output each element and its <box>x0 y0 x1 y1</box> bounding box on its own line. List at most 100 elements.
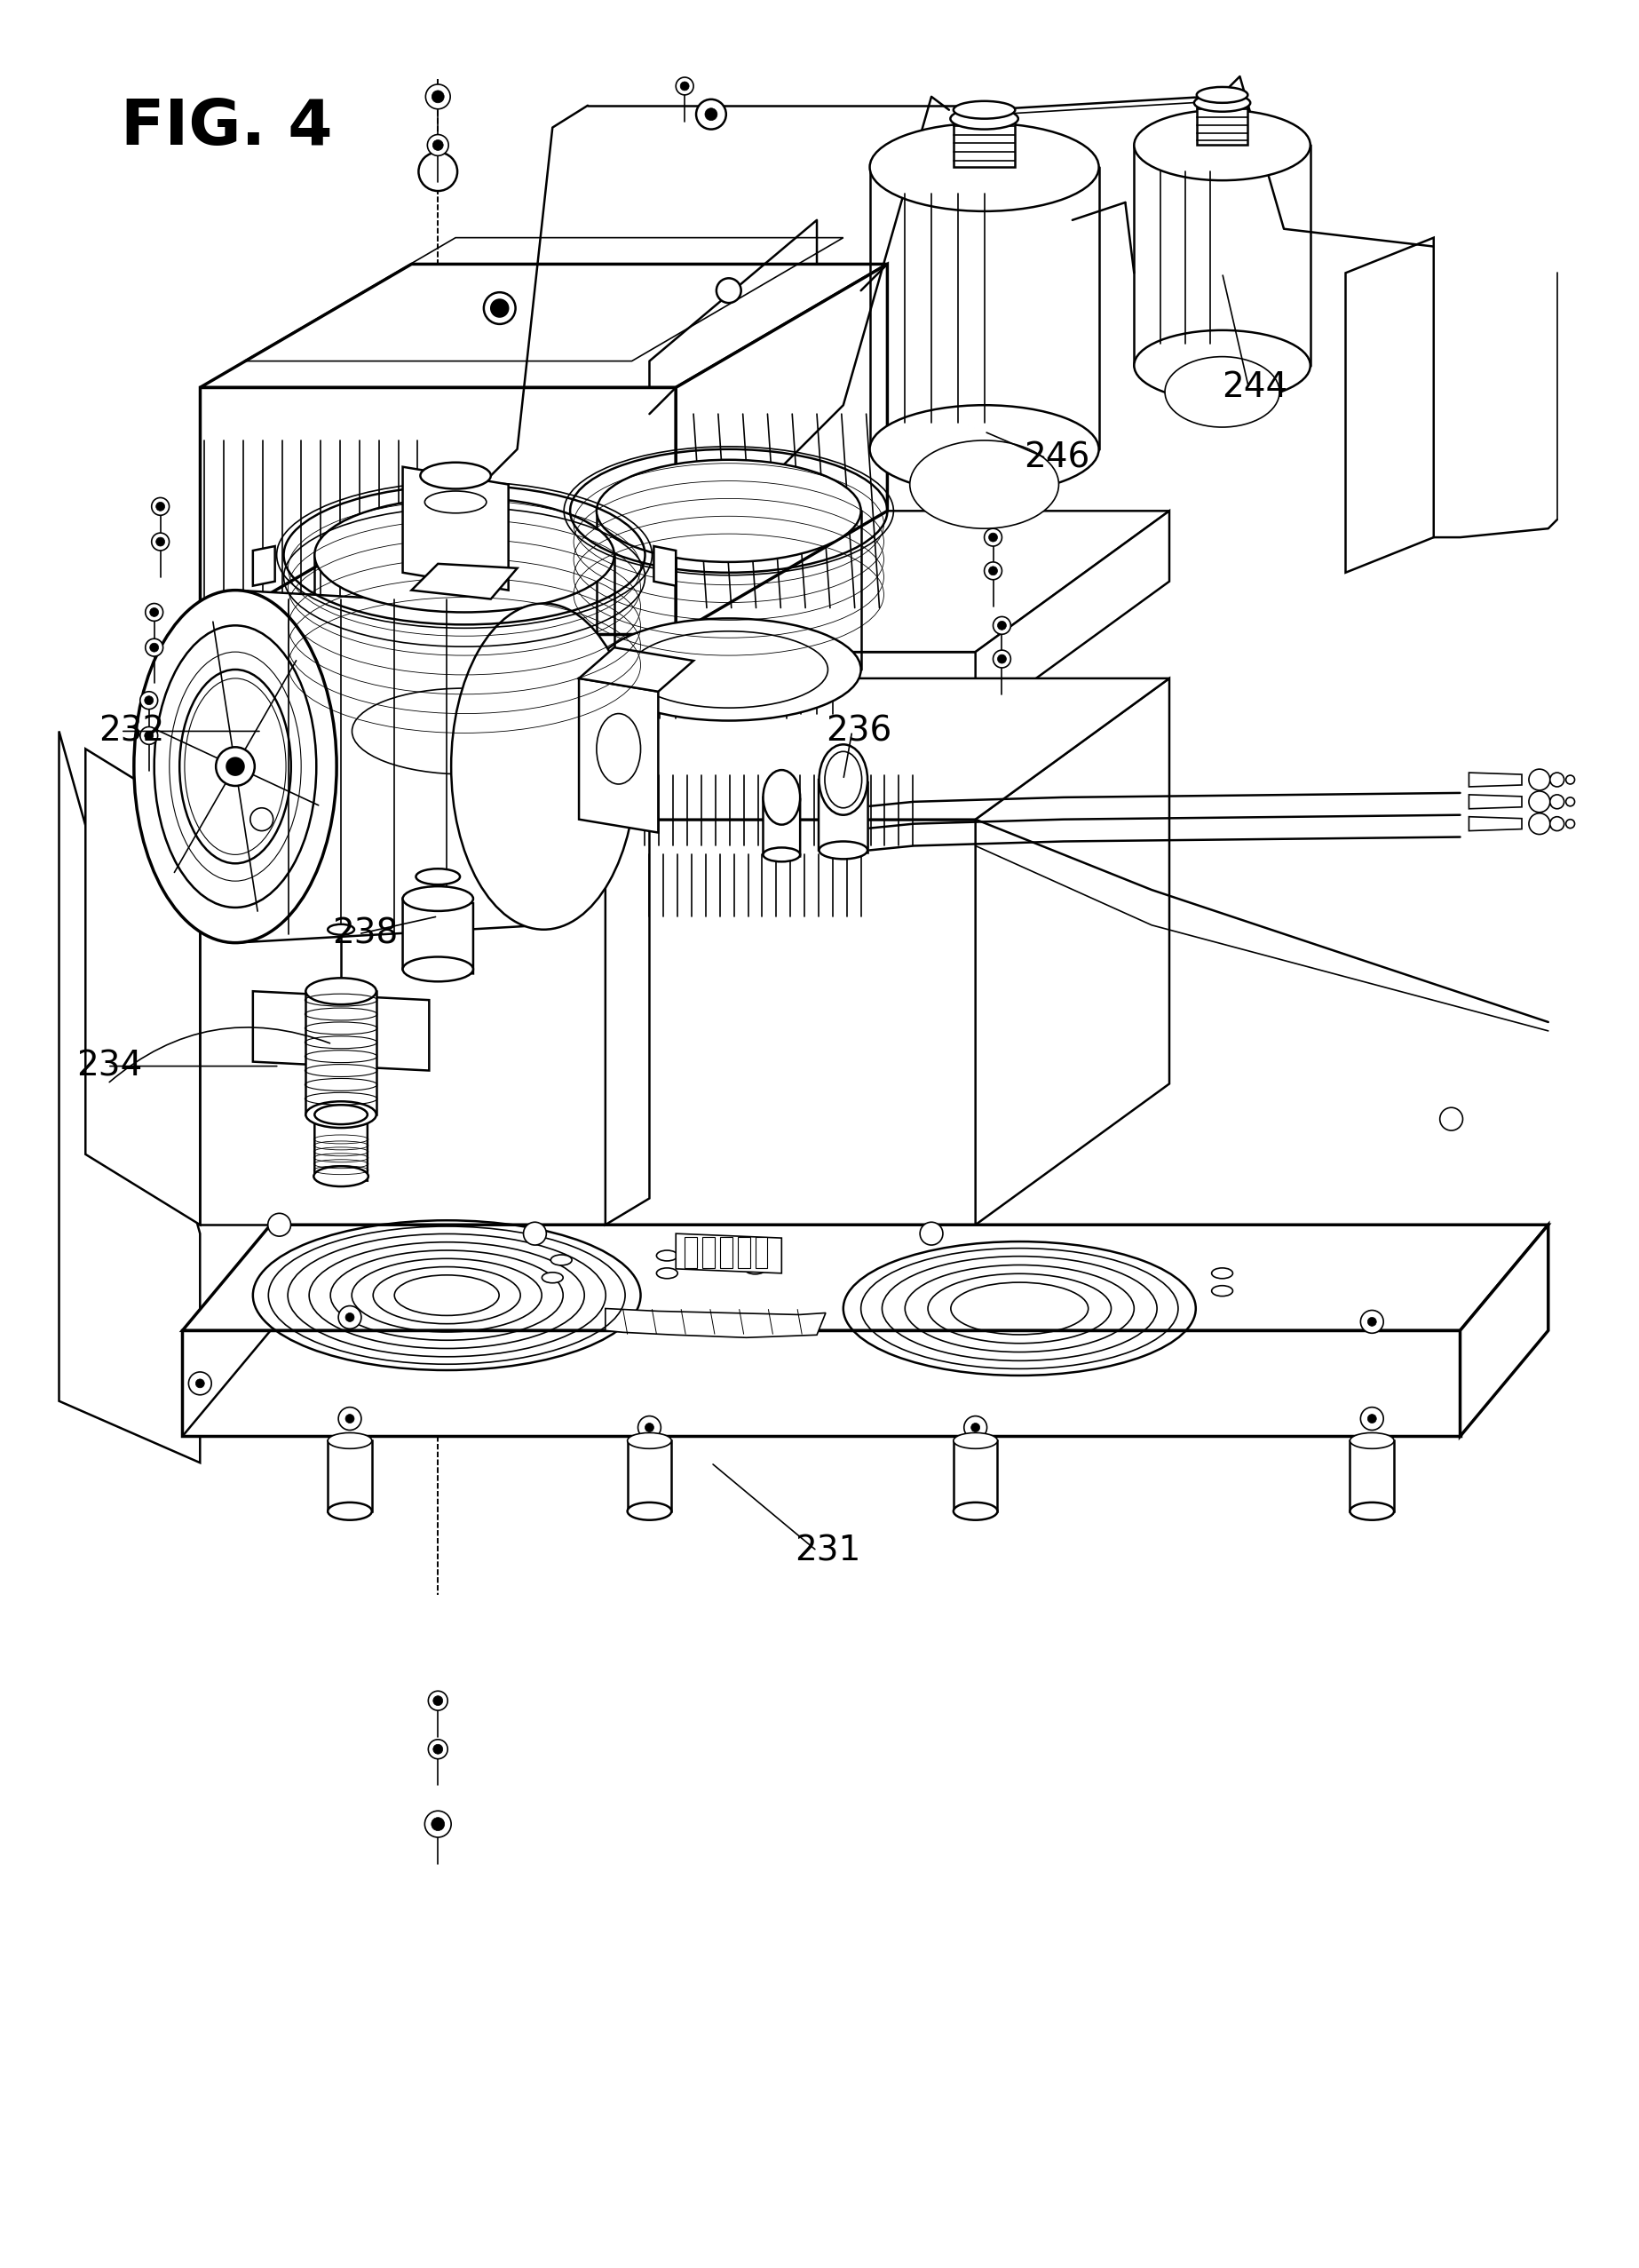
Circle shape <box>149 608 159 617</box>
Circle shape <box>151 533 169 551</box>
Ellipse shape <box>744 1263 765 1275</box>
Ellipse shape <box>313 1166 369 1186</box>
Circle shape <box>433 1696 443 1706</box>
Circle shape <box>1367 1318 1377 1327</box>
Ellipse shape <box>1211 1268 1233 1279</box>
Bar <box>701 1236 715 1268</box>
Circle shape <box>1439 1107 1462 1129</box>
Ellipse shape <box>425 492 487 513</box>
Ellipse shape <box>1351 1501 1395 1520</box>
Polygon shape <box>628 1440 672 1510</box>
Ellipse shape <box>306 1102 377 1127</box>
Polygon shape <box>200 678 1169 819</box>
Ellipse shape <box>551 1254 572 1266</box>
Ellipse shape <box>328 925 354 934</box>
Ellipse shape <box>1134 109 1310 181</box>
Circle shape <box>998 621 1006 631</box>
Polygon shape <box>200 388 675 635</box>
Text: 231: 231 <box>795 1533 860 1567</box>
Ellipse shape <box>134 590 336 943</box>
Circle shape <box>675 77 693 95</box>
Polygon shape <box>654 547 675 585</box>
Ellipse shape <box>628 1501 672 1520</box>
Ellipse shape <box>954 1433 998 1449</box>
Ellipse shape <box>744 1245 765 1256</box>
Polygon shape <box>182 1225 1549 1331</box>
Circle shape <box>188 1372 211 1395</box>
Circle shape <box>428 1740 447 1760</box>
Circle shape <box>993 617 1011 635</box>
Polygon shape <box>975 678 1169 1225</box>
Polygon shape <box>954 118 1015 168</box>
Ellipse shape <box>543 1272 564 1284</box>
Ellipse shape <box>954 1501 998 1520</box>
Circle shape <box>1529 814 1550 835</box>
Circle shape <box>985 562 1001 581</box>
Polygon shape <box>200 819 975 1225</box>
Bar <box>720 1236 733 1268</box>
Text: 232: 232 <box>98 714 164 748</box>
Bar <box>685 1236 697 1268</box>
Polygon shape <box>200 510 1169 651</box>
Ellipse shape <box>420 463 490 490</box>
Circle shape <box>1565 776 1575 785</box>
Circle shape <box>1367 1415 1377 1422</box>
Circle shape <box>433 1744 443 1753</box>
Polygon shape <box>200 651 975 723</box>
Circle shape <box>998 655 1006 662</box>
Polygon shape <box>252 991 429 1070</box>
Polygon shape <box>675 1234 782 1272</box>
Polygon shape <box>200 263 887 388</box>
Polygon shape <box>411 565 518 599</box>
Ellipse shape <box>764 848 800 862</box>
Ellipse shape <box>657 1250 677 1261</box>
Ellipse shape <box>403 957 474 982</box>
Circle shape <box>149 644 159 651</box>
Ellipse shape <box>315 497 615 612</box>
Ellipse shape <box>1134 331 1310 401</box>
Ellipse shape <box>1195 93 1251 111</box>
Polygon shape <box>818 780 869 853</box>
Circle shape <box>993 651 1011 667</box>
Polygon shape <box>764 798 800 857</box>
Circle shape <box>988 533 998 542</box>
Circle shape <box>705 109 718 120</box>
Circle shape <box>267 1213 290 1236</box>
Polygon shape <box>236 590 544 943</box>
Polygon shape <box>1469 773 1521 787</box>
Ellipse shape <box>820 841 867 860</box>
Text: 244: 244 <box>1223 370 1288 404</box>
Polygon shape <box>328 1440 372 1510</box>
Circle shape <box>428 1692 447 1710</box>
Polygon shape <box>675 263 887 635</box>
Ellipse shape <box>951 109 1018 129</box>
Polygon shape <box>1351 1440 1395 1510</box>
Circle shape <box>433 141 443 150</box>
Circle shape <box>490 299 508 318</box>
Ellipse shape <box>870 122 1098 211</box>
Text: 246: 246 <box>1024 442 1090 474</box>
Ellipse shape <box>328 1433 372 1449</box>
Ellipse shape <box>954 102 1015 118</box>
Polygon shape <box>403 898 474 973</box>
Ellipse shape <box>1196 86 1247 102</box>
Circle shape <box>1550 816 1564 830</box>
Ellipse shape <box>820 744 867 814</box>
Ellipse shape <box>628 1433 672 1449</box>
Circle shape <box>680 82 688 91</box>
Circle shape <box>716 279 741 304</box>
Ellipse shape <box>597 619 860 721</box>
Polygon shape <box>306 991 377 1114</box>
Circle shape <box>146 603 162 621</box>
Polygon shape <box>1460 1225 1549 1436</box>
Circle shape <box>346 1415 354 1422</box>
Polygon shape <box>605 1309 826 1338</box>
Circle shape <box>1550 794 1564 810</box>
Circle shape <box>431 1817 444 1830</box>
Circle shape <box>144 730 154 739</box>
Circle shape <box>638 1415 661 1438</box>
Ellipse shape <box>1351 1433 1395 1449</box>
Polygon shape <box>579 678 659 832</box>
Polygon shape <box>85 748 200 1225</box>
Ellipse shape <box>870 406 1098 492</box>
